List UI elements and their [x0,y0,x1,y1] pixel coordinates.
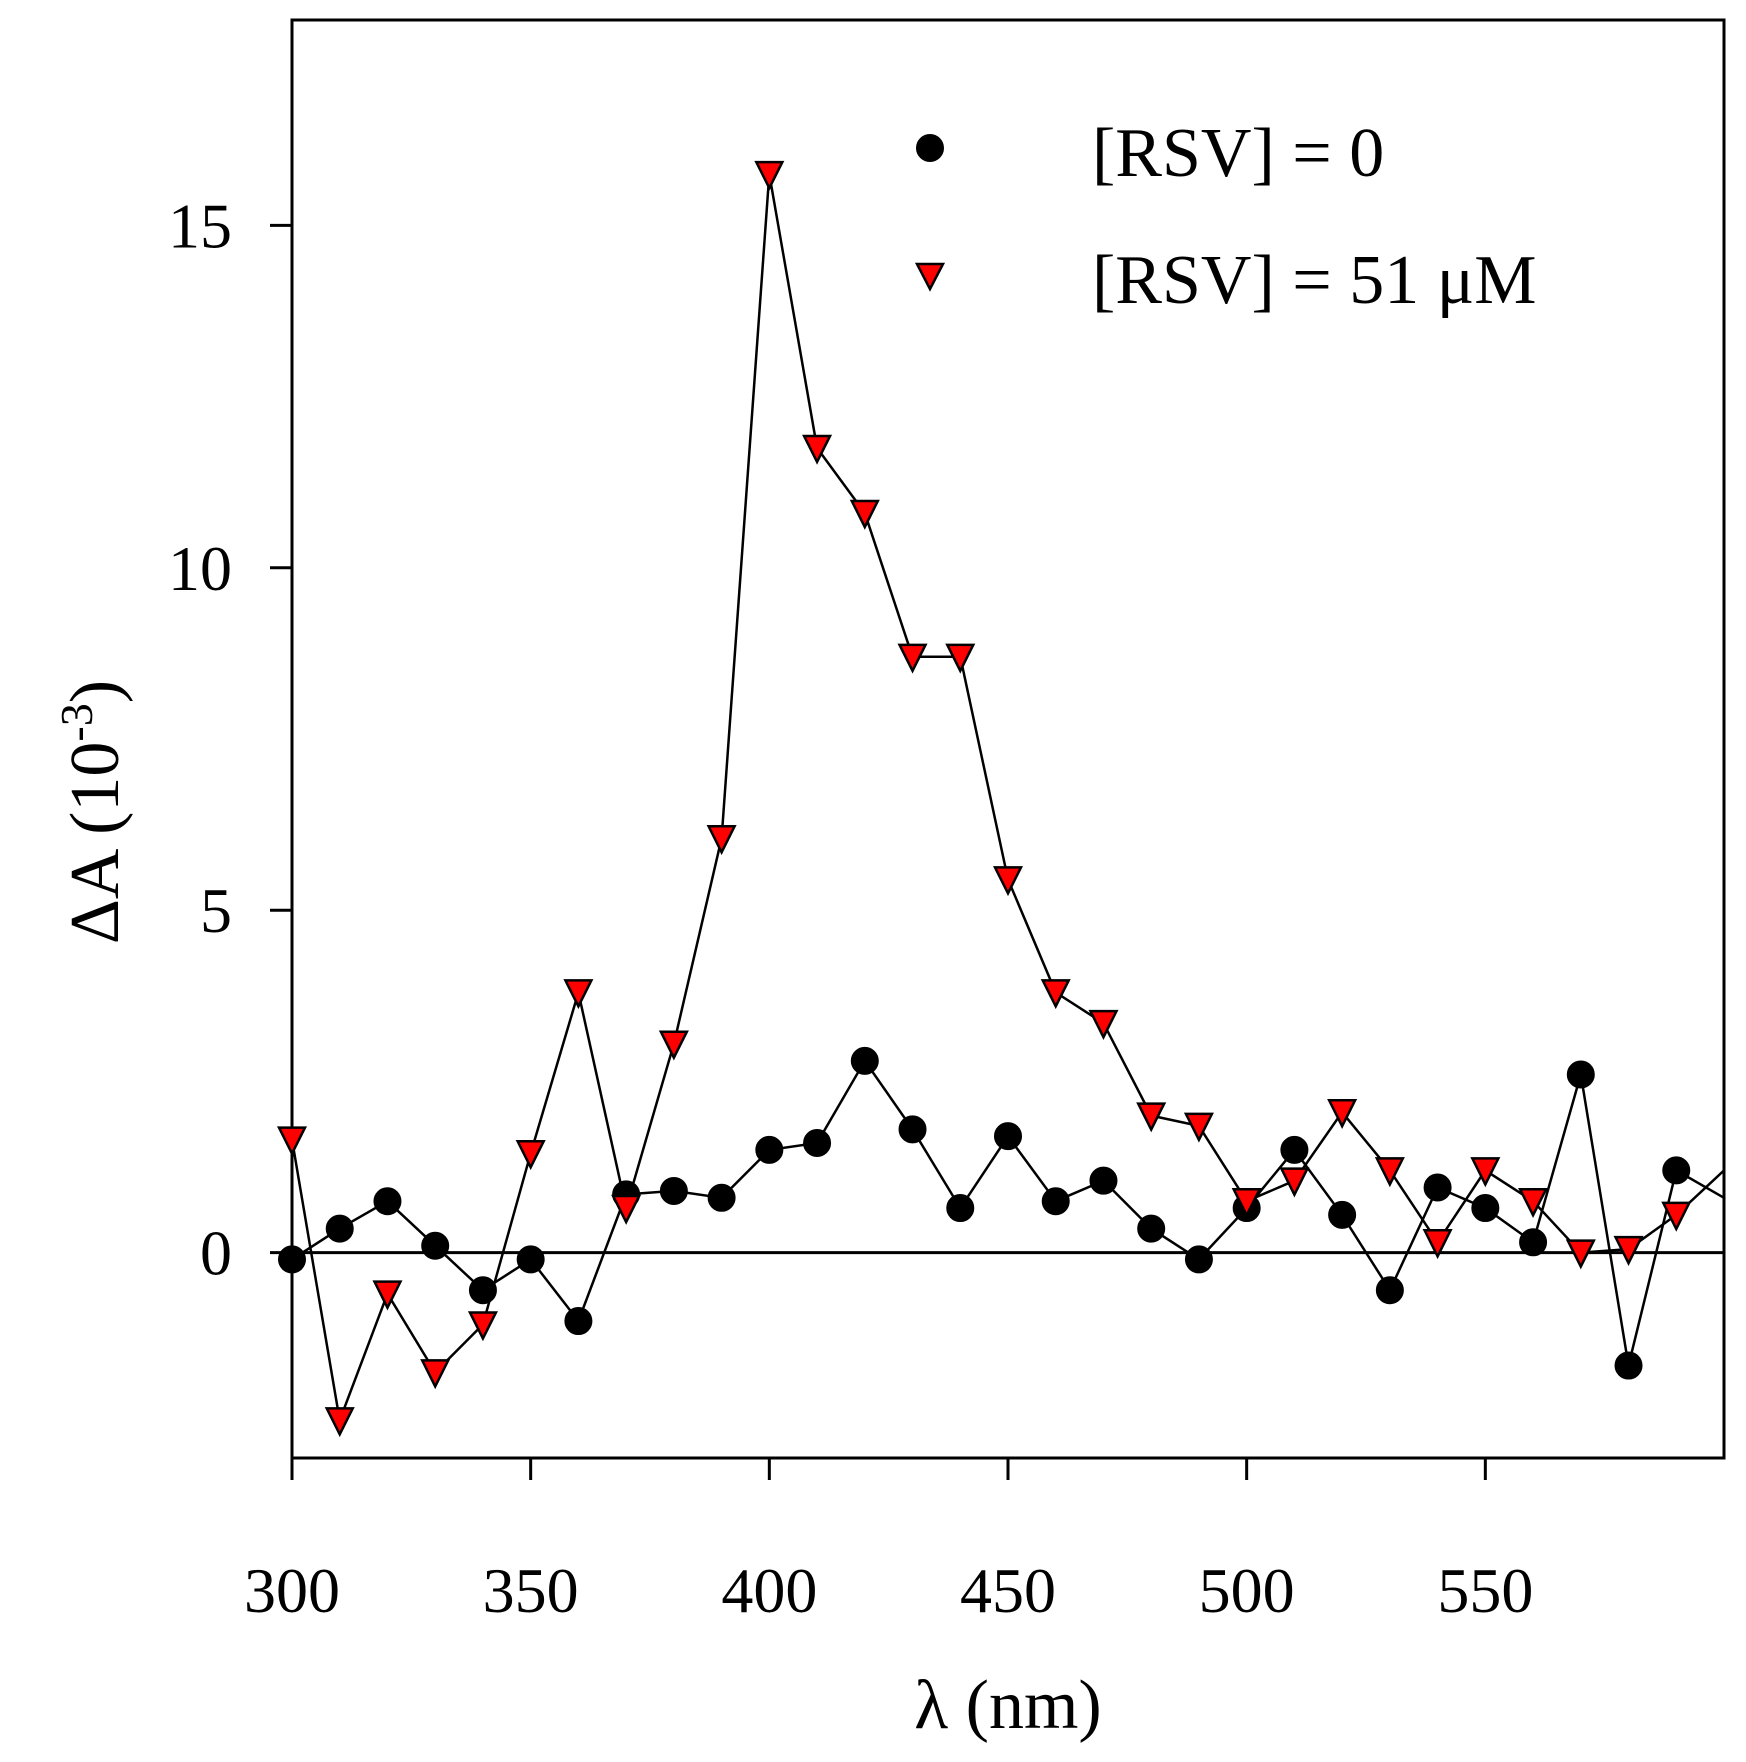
y-tick-label: 0 [200,1218,232,1289]
data-point-circle [1614,1351,1643,1380]
data-point-triangle [1374,1157,1405,1188]
data-point-circle [278,1245,306,1274]
y-tick-label: 15 [168,190,232,261]
data-point-triangle [1661,1201,1692,1232]
data-point-triangle [324,1407,355,1438]
data-point-circle [850,1046,879,1075]
data-point-circle [707,1183,736,1212]
data-point-triangle [658,1030,689,1061]
legend-marker-circle [916,134,944,162]
data-point-circle [564,1307,593,1336]
data-point-circle [1423,1173,1452,1202]
data-point-triangle [1565,1239,1596,1270]
data-point-triangle [754,160,785,191]
data-point-circle [516,1245,545,1274]
x-tick-label: 350 [483,1555,579,1626]
data-point-triangle [706,825,737,856]
data-point-circle [1662,1156,1691,1185]
data-point-triangle [1422,1229,1453,1260]
data-point-triangle [563,979,594,1010]
y-axis-label: ΔA (10-3) [51,680,134,944]
y-tick-label: 10 [168,533,232,604]
data-point-circle [1184,1245,1213,1274]
legend-marker-triangle-down [914,262,946,292]
data-point-triangle [1040,979,1071,1010]
y-tick-label: 5 [200,875,232,946]
data-point-triangle [467,1311,498,1342]
x-axis: 300 350 400 450 500 550 [244,1458,1533,1626]
y-axis: 0 5 10 15 [168,190,292,1289]
x-tick-label: 500 [1199,1555,1295,1626]
data-point-triangle [992,866,1024,897]
data-point-triangle [420,1359,451,1390]
data-point-circle [325,1214,354,1243]
data-point-circle [1375,1276,1404,1305]
x-tick-label: 450 [960,1555,1056,1626]
data-point-triangle [1327,1098,1358,1129]
data-point-circle [1471,1194,1500,1223]
data-point-triangle [1183,1112,1214,1143]
data-point-circle [898,1115,927,1144]
data-point-triangle [1279,1167,1310,1198]
data-point-triangle [515,1140,546,1171]
data-point-circle [803,1129,832,1158]
x-tick-label: 300 [244,1555,340,1626]
data-point-triangle [1470,1157,1501,1188]
series-lines [292,173,1724,1426]
data-point-triangle [1231,1187,1262,1219]
data-point-circle [1519,1228,1548,1257]
data-point-circle [994,1122,1022,1151]
data-point-triangle [611,1194,642,1225]
data-point-circle [946,1194,975,1223]
legend-label-rsv-51: [RSV] = 51 μM [1092,242,1537,319]
x-tick-label: 400 [721,1555,817,1626]
data-point-circle [373,1187,402,1216]
y-axis-label-main: ΔA (10 [57,742,134,945]
data-point-circle [1137,1214,1166,1243]
legend-label-rsv-0: [RSV] = 0 [1092,115,1384,192]
data-point-circle [1089,1166,1118,1195]
data-point-circle [468,1276,497,1305]
x-axis-label: λ (nm) [914,1667,1102,1744]
data-point-circle [1328,1200,1357,1229]
data-point-triangle [802,434,833,465]
x-tick-label: 550 [1437,1555,1533,1626]
data-point-triangle [1136,1102,1167,1133]
data-point-circle [1041,1187,1070,1216]
data-point-triangle [1088,1009,1119,1040]
data-point-triangle [276,1126,308,1157]
data-point-triangle [1613,1235,1644,1266]
data-point-circle [1566,1060,1595,1089]
data-point-triangle [372,1280,403,1311]
series-markers [276,160,1692,1438]
legend: [RSV] = 0 [RSV] = 51 μM [914,115,1537,319]
data-point-circle [421,1231,450,1260]
data-point-triangle [945,643,976,674]
data-point-circle [1280,1135,1309,1164]
data-point-triangle [897,643,928,674]
data-point-triangle [1518,1187,1549,1219]
y-axis-label-close: ) [57,680,134,703]
data-point-circle [755,1135,784,1164]
series-line-1 [292,173,1724,1426]
y-axis-label-superscript: -3 [51,703,102,741]
data-point-triangle [849,499,880,530]
series-line-0 [292,1058,1724,1366]
data-point-circle [659,1176,688,1205]
